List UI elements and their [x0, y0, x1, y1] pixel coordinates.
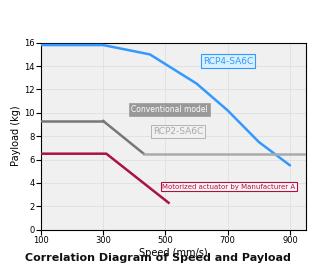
X-axis label: Speed (mm/s): Speed (mm/s)	[139, 248, 208, 258]
Text: Motorized actuator by Manufacturer A: Motorized actuator by Manufacturer A	[162, 184, 295, 190]
Text: Conventional model: Conventional model	[131, 105, 208, 114]
Text: RCP4-SA6C: RCP4-SA6C	[203, 57, 253, 66]
Y-axis label: Payload (kg): Payload (kg)	[11, 106, 21, 167]
Text: RCP2-SA6C: RCP2-SA6C	[153, 127, 203, 136]
Text: Correlation Diagram of Speed and Payload: Correlation Diagram of Speed and Payload	[25, 253, 290, 263]
Text: Slider Type, Lead 12, Acceleration/Deceleration 0.3 G: Slider Type, Lead 12, Acceleration/Decel…	[37, 10, 278, 18]
